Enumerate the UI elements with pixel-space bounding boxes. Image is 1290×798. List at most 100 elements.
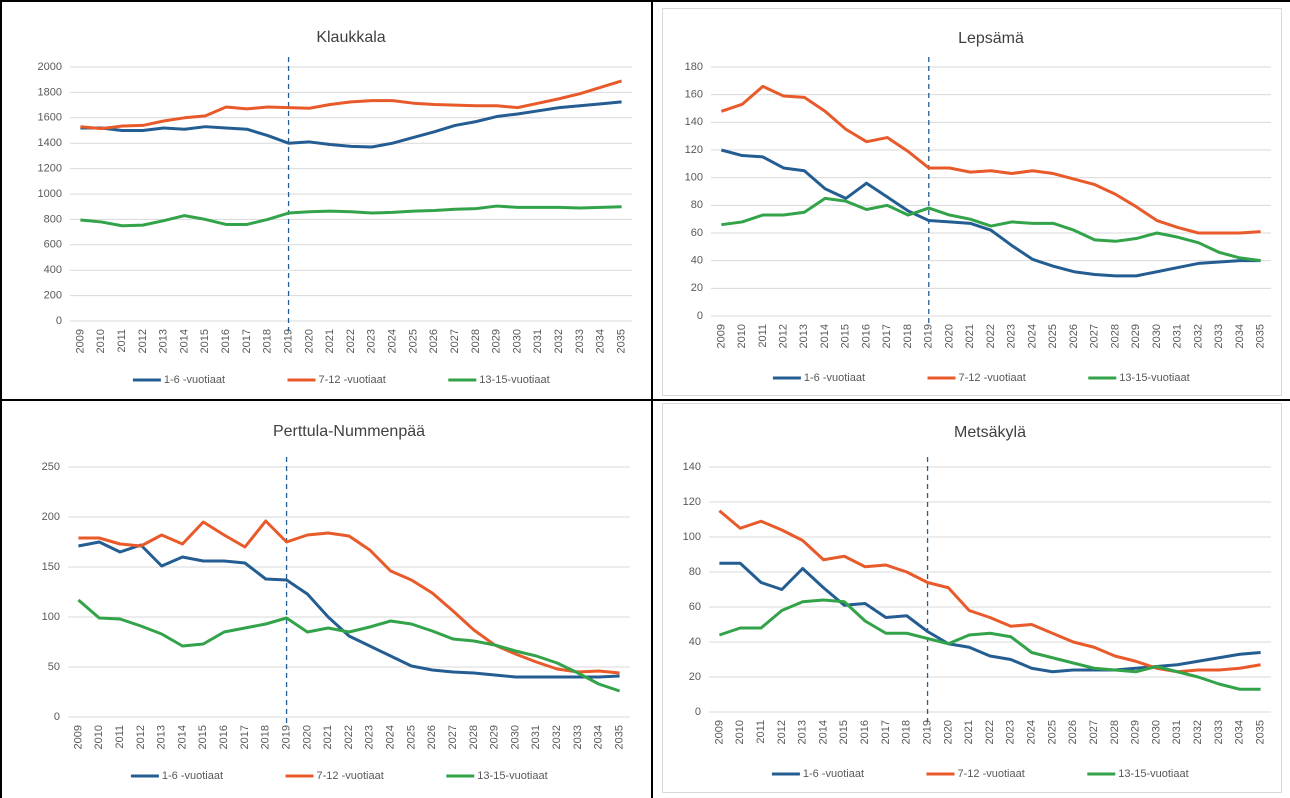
x-tick-label: 2034 (1234, 324, 1246, 348)
x-tick-label: 2010 (93, 725, 105, 749)
x-tick-label: 2028 (470, 329, 482, 353)
y-tick-label: 20 (689, 671, 701, 683)
x-tick-label: 2011 (755, 720, 767, 744)
x-tick-label: 2034 (593, 725, 605, 749)
x-tick-label: 2014 (178, 329, 190, 353)
chart-panel: Klaukkala 0 200 400 600 800 1000 1200 1400 1600 18… (8, 8, 650, 398)
y-tick-label: 40 (691, 255, 703, 267)
y-tick-label: 400 (44, 264, 62, 276)
x-tick-label: 2022 (984, 720, 996, 744)
legend-label: 1-6 -vuotiaat (164, 374, 225, 386)
x-tick-label: 2012 (776, 720, 788, 744)
y-tick-label: 0 (56, 315, 62, 327)
x-tick-label: 2021 (964, 324, 976, 348)
x-tick-label: 2027 (1089, 324, 1101, 348)
x-tick-label: 2030 (509, 725, 521, 749)
x-tick-label: 2033 (572, 725, 584, 749)
x-tick-label: 2034 (595, 329, 607, 353)
x-tick-label: 2026 (426, 725, 438, 749)
chart-panel: Lepsämä 0 20 40 60 80 100 120 140 160 180 2009 2010 2… (662, 8, 1282, 396)
legend-label: 1-6 -vuotiaat (804, 372, 865, 384)
chart-title: Klaukkala (316, 29, 385, 46)
series-line (720, 148, 1261, 278)
x-tick-label: 2030 (1151, 324, 1163, 348)
x-tick-label: 2032 (1192, 720, 1204, 744)
x-tick-label: 2011 (114, 725, 126, 749)
x-tick-label: 2035 (613, 725, 625, 749)
chart-panel: Metsäkylä 0 20 40 60 80 100 120 140 2009 2010 2011 2… (662, 403, 1282, 793)
y-tick-label: 20 (691, 282, 703, 294)
legend-label: 13-15-vuotiaat (477, 770, 547, 782)
x-tick-label: 2016 (860, 324, 872, 348)
x-tick-label: 2009 (715, 324, 727, 348)
x-tick-label: 2010 (736, 324, 748, 348)
x-tick-label: 2012 (777, 324, 789, 348)
x-tick-label: 2032 (1192, 324, 1204, 348)
x-tick-label: 2029 (489, 725, 501, 749)
x-tick-label: 2022 (985, 324, 997, 348)
y-tick-label: 2000 (38, 61, 62, 73)
x-tick-label: 2035 (615, 329, 627, 353)
x-tick-label: 2012 (135, 725, 147, 749)
x-tick-label: 2009 (713, 720, 725, 744)
chart: Metsäkylä 0 20 40 60 80 100 120 140 2009 2010 2011 2… (683, 424, 1271, 780)
x-tick-label: 2011 (116, 329, 128, 353)
y-tick-label: 60 (689, 601, 701, 613)
chart-panel: Perttula-Nummenpää 0 50 100 150 200 250 2009 201… (8, 403, 650, 795)
legend-label: 7-12 -vuotiaat (319, 374, 386, 386)
x-tick-label: 2032 (553, 329, 565, 353)
y-tick-label: 200 (44, 290, 62, 302)
x-tick-label: 2031 (530, 725, 542, 749)
y-tick-label: 250 (42, 461, 60, 473)
x-tick-label: 2013 (797, 720, 809, 744)
x-tick-label: 2013 (798, 324, 810, 348)
x-tick-label: 2024 (385, 725, 397, 749)
legend-label: 13-15-vuotiaat (479, 374, 549, 386)
separator (0, 399, 1290, 401)
series-line (80, 204, 622, 228)
x-tick-label: 2017 (880, 720, 892, 744)
x-tick-label: 2023 (1006, 324, 1018, 348)
legend-label: 1-6 -vuotiaat (803, 768, 864, 780)
chart-title: Perttula-Nummenpää (273, 423, 425, 440)
legend-label: 13-15-vuotiaat (1118, 768, 1188, 780)
x-tick-label: 2015 (838, 720, 850, 744)
x-tick-label: 2033 (1213, 720, 1225, 744)
series-line (77, 598, 621, 693)
x-tick-label: 2026 (428, 329, 440, 353)
x-tick-label: 2021 (324, 329, 336, 353)
y-tick-label: 140 (683, 461, 701, 473)
x-tick-label: 2014 (176, 725, 188, 749)
x-tick-label: 2028 (468, 725, 480, 749)
x-tick-label: 2012 (137, 329, 149, 353)
x-tick-label: 2027 (1088, 720, 1100, 744)
x-tick-label: 2013 (156, 725, 168, 749)
x-tick-label: 2019 (282, 329, 294, 353)
x-tick-label: 2011 (757, 324, 769, 348)
x-tick-label: 2025 (1046, 720, 1058, 744)
chart: Lepsämä 0 20 40 60 80 100 120 140 160 180 2009 2010 2… (685, 30, 1271, 384)
x-tick-label: 2017 (881, 324, 893, 348)
x-tick-label: 2020 (942, 720, 954, 744)
x-tick-label: 2022 (343, 725, 355, 749)
series-line (80, 79, 623, 131)
x-tick-label: 2033 (574, 329, 586, 353)
x-tick-label: 2029 (1130, 720, 1142, 744)
x-tick-label: 2015 (199, 329, 211, 353)
y-tick-label: 0 (54, 711, 60, 723)
legend-label: 7-12 -vuotiaat (317, 770, 384, 782)
x-tick-label: 2018 (262, 329, 274, 353)
x-tick-label: 2024 (1026, 720, 1038, 744)
x-tick-label: 2024 (1026, 324, 1038, 348)
y-tick-label: 120 (683, 496, 701, 508)
x-tick-label: 2015 (197, 725, 209, 749)
x-tick-label: 2021 (963, 720, 975, 744)
x-tick-label: 2029 (1130, 324, 1142, 348)
x-tick-label: 2030 (1150, 720, 1162, 744)
x-tick-label: 2019 (921, 720, 933, 744)
y-tick-label: 800 (44, 213, 62, 225)
legend-label: 7-12 -vuotiaat (959, 372, 1026, 384)
y-tick-label: 100 (685, 172, 703, 184)
x-tick-label: 2030 (511, 329, 523, 353)
